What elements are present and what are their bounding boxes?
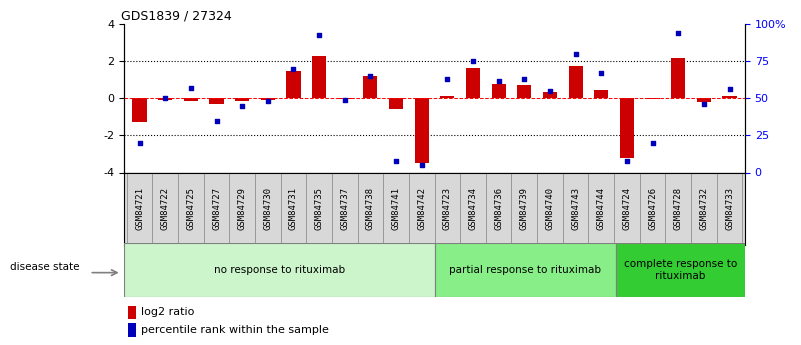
Point [595, 70, 608, 76]
Text: complete response to
rituximab: complete response to rituximab [624, 259, 737, 281]
Text: GSM84732: GSM84732 [699, 187, 708, 230]
Bar [723, 97, 737, 98]
Bar [543, 92, 557, 98]
Point [621, 158, 634, 164]
Bar [338, 98, 352, 99]
Bar [415, 98, 429, 163]
Point [467, 58, 480, 64]
Point [210, 118, 223, 124]
Text: GDS1839 / 27324: GDS1839 / 27324 [121, 10, 231, 23]
Text: GSM84726: GSM84726 [648, 187, 657, 230]
Text: GSM84735: GSM84735 [315, 187, 324, 230]
Point [312, 32, 325, 37]
Bar [620, 98, 634, 158]
Point [389, 158, 402, 164]
Bar [132, 98, 147, 122]
Bar [183, 98, 198, 101]
Point [338, 97, 351, 102]
Text: GSM84736: GSM84736 [494, 187, 503, 230]
Bar [594, 90, 608, 98]
Point [184, 85, 197, 91]
Point [261, 99, 274, 104]
Point [133, 140, 146, 146]
Text: GSM84733: GSM84733 [725, 187, 734, 230]
Point [235, 103, 248, 108]
Bar [616, 243, 745, 297]
Bar [517, 85, 531, 98]
Bar [287, 70, 300, 98]
Bar [127, 323, 136, 337]
Text: GSM84741: GSM84741 [392, 187, 400, 230]
Bar [434, 243, 616, 297]
Bar [312, 56, 326, 98]
Text: GSM84739: GSM84739 [520, 187, 529, 230]
Point [698, 101, 710, 107]
Bar [569, 66, 582, 98]
Text: GSM84723: GSM84723 [443, 187, 452, 230]
Point [646, 140, 659, 146]
Bar [209, 98, 223, 104]
Point [570, 51, 582, 57]
Text: GSM84727: GSM84727 [212, 187, 221, 230]
Text: log2 ratio: log2 ratio [140, 307, 194, 317]
Text: GSM84721: GSM84721 [135, 187, 144, 230]
Text: GSM84742: GSM84742 [417, 187, 426, 230]
Text: GSM84725: GSM84725 [187, 187, 195, 230]
Point [723, 87, 736, 92]
Point [159, 96, 171, 101]
Bar [235, 98, 249, 101]
Point [287, 66, 300, 71]
Point [364, 73, 376, 79]
Text: GSM84730: GSM84730 [264, 187, 272, 230]
Bar [441, 96, 454, 98]
Point [493, 78, 505, 83]
Bar [697, 98, 711, 102]
Text: GSM84724: GSM84724 [622, 187, 631, 230]
Text: GSM84722: GSM84722 [161, 187, 170, 230]
Bar [127, 306, 136, 319]
Text: percentile rank within the sample: percentile rank within the sample [140, 325, 328, 335]
Text: disease state: disease state [10, 262, 79, 272]
Bar [261, 98, 275, 100]
Bar [124, 243, 434, 297]
Bar [364, 76, 377, 98]
Text: GSM84744: GSM84744 [597, 187, 606, 230]
Point [518, 76, 531, 82]
Bar [389, 98, 403, 109]
Text: GSM84743: GSM84743 [571, 187, 580, 230]
Text: partial response to rituximab: partial response to rituximab [449, 265, 601, 275]
Point [672, 30, 685, 36]
Point [544, 88, 557, 93]
Point [415, 162, 428, 168]
Text: GSM84737: GSM84737 [340, 187, 349, 230]
Point [441, 76, 454, 82]
Bar [671, 58, 686, 98]
Text: GSM84738: GSM84738 [366, 187, 375, 230]
Text: GSM84731: GSM84731 [289, 187, 298, 230]
Bar [466, 68, 480, 98]
Bar [158, 98, 172, 100]
Text: no response to rituximab: no response to rituximab [214, 265, 345, 275]
Text: GSM84728: GSM84728 [674, 187, 682, 230]
Text: GSM84734: GSM84734 [469, 187, 477, 230]
Bar [646, 98, 660, 99]
Bar [492, 85, 505, 98]
Text: GSM84740: GSM84740 [545, 187, 554, 230]
Text: GSM84729: GSM84729 [238, 187, 247, 230]
